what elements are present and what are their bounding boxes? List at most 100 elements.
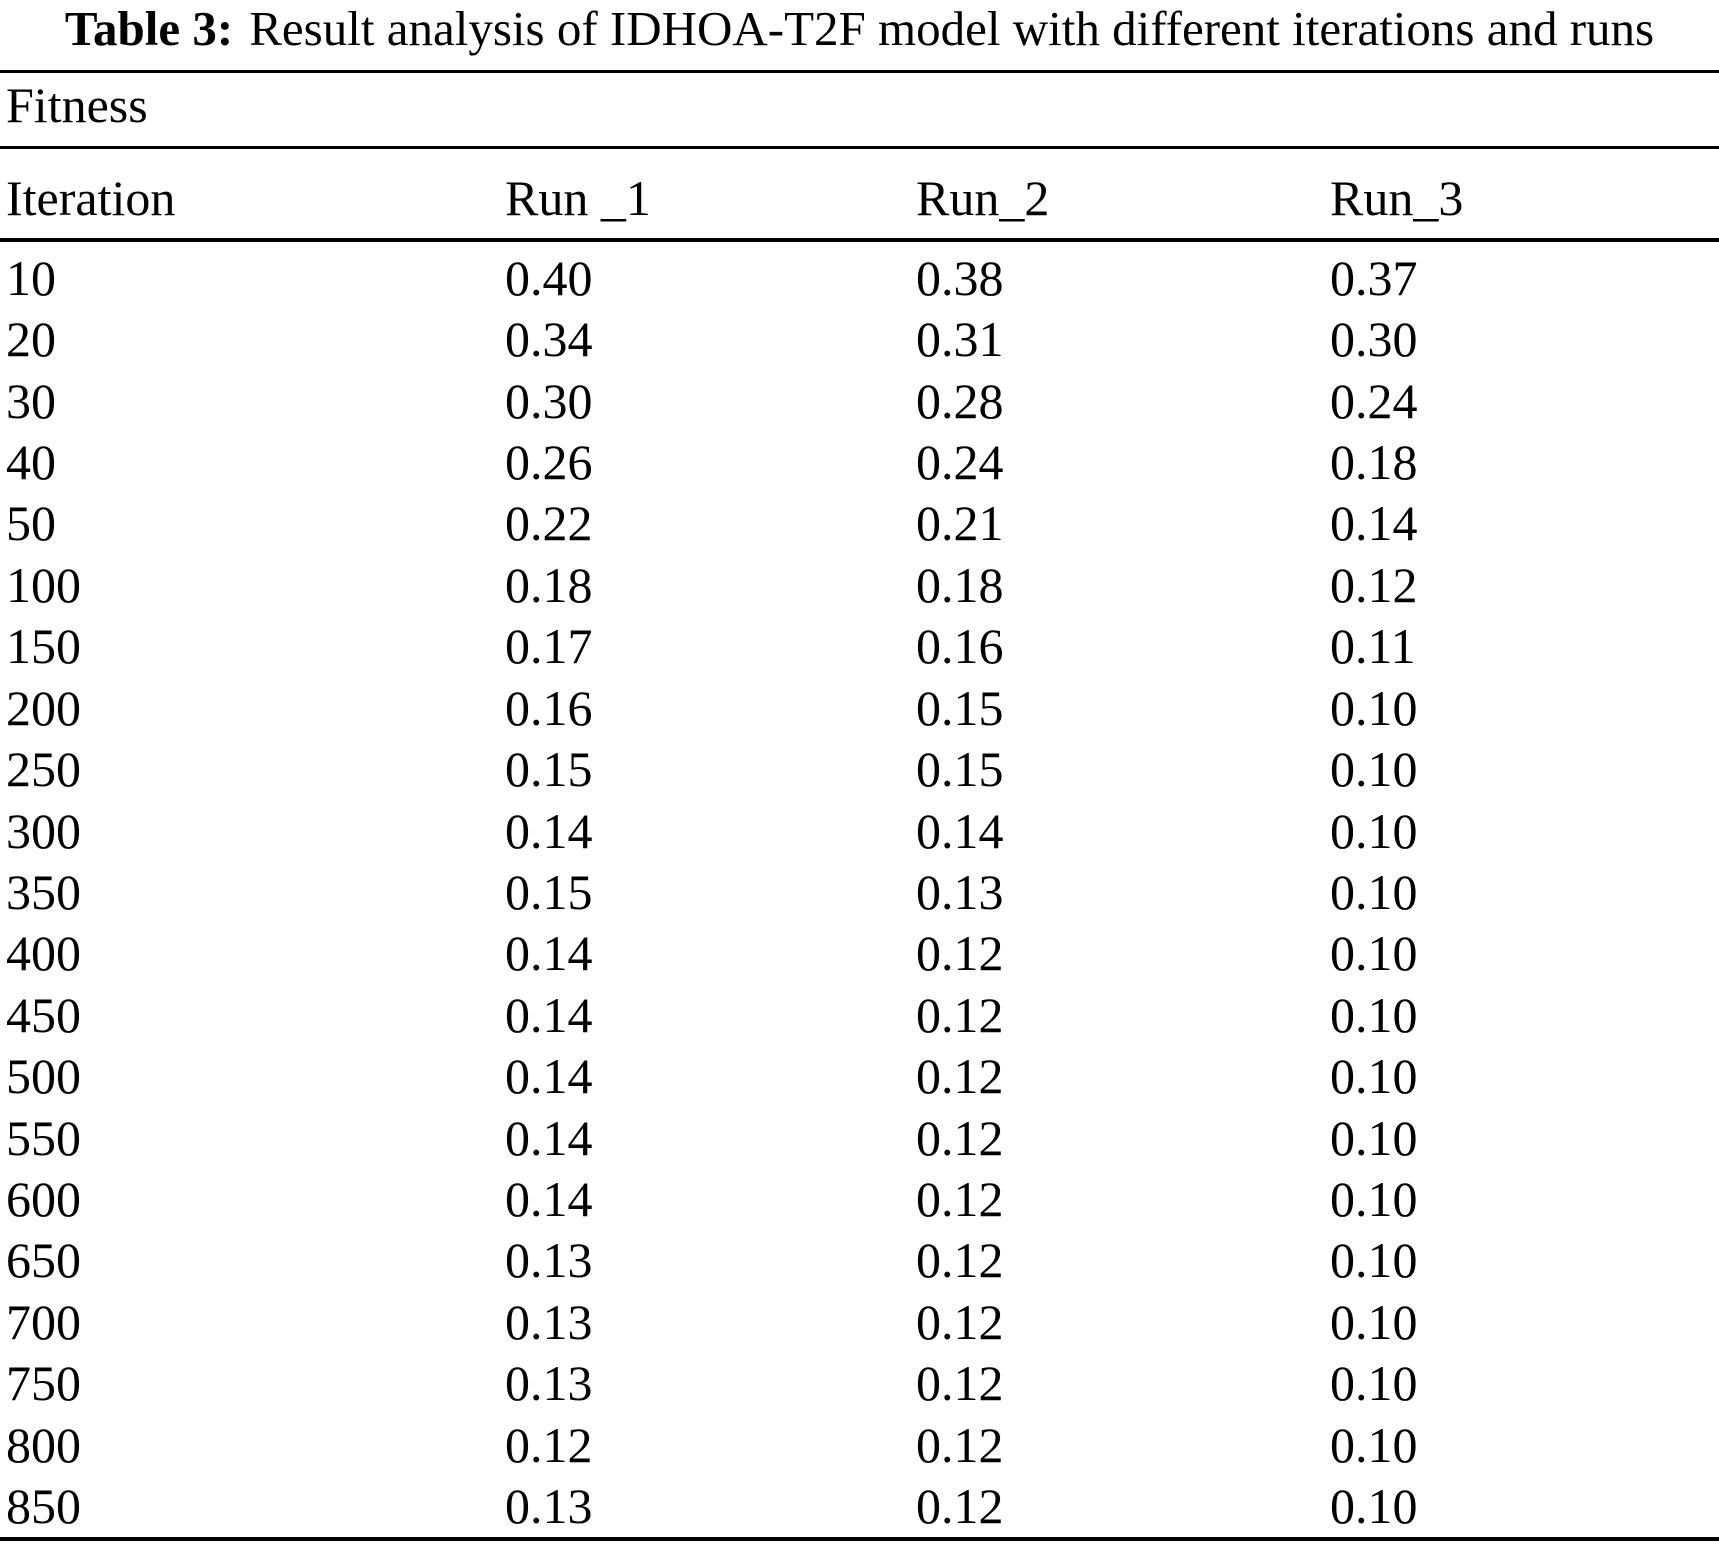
cell-run-1: 0.14 — [505, 1171, 593, 1228]
column-header-run-2: Run_2 — [916, 170, 1050, 226]
cell-run-1: 0.14 — [505, 802, 593, 859]
table-row: 250 0.15 0.15 0.10 — [0, 738, 1719, 799]
cell-iteration: 750 — [6, 1355, 81, 1412]
table-row: 350 0.15 0.13 0.10 — [0, 861, 1719, 922]
cell-run-3: 0.10 — [1330, 1478, 1418, 1535]
table-caption-text: Result analysis of IDHOA-T2F model with … — [249, 1, 1655, 56]
cell-run-1: 0.22 — [505, 495, 593, 552]
cell-run-2: 0.12 — [916, 1109, 1004, 1166]
cell-run-3: 0.12 — [1330, 556, 1418, 613]
cell-run-1: 0.40 — [505, 249, 593, 306]
cell-run-3: 0.10 — [1330, 1232, 1418, 1289]
cell-iteration: 550 — [6, 1109, 81, 1166]
table-row: 20 0.34 0.31 0.30 — [0, 308, 1719, 369]
cell-run-3: 0.10 — [1330, 863, 1418, 920]
table-body: 10 0.40 0.38 0.37 20 0.34 0.31 0.30 30 0… — [0, 247, 1719, 1537]
cell-run-3: 0.10 — [1330, 1048, 1418, 1105]
cell-run-2: 0.18 — [916, 556, 1004, 613]
cell-run-3: 0.10 — [1330, 741, 1418, 798]
cell-run-2: 0.12 — [916, 1232, 1004, 1289]
table-row: 450 0.14 0.12 0.10 — [0, 984, 1719, 1045]
cell-run-1: 0.15 — [505, 741, 593, 798]
cell-run-3: 0.10 — [1330, 802, 1418, 859]
table-row: 600 0.14 0.12 0.10 — [0, 1168, 1719, 1229]
rule-below-group-header — [0, 146, 1719, 149]
table-row: 700 0.13 0.12 0.10 — [0, 1291, 1719, 1352]
cell-run-1: 0.13 — [505, 1478, 593, 1535]
cell-run-2: 0.31 — [916, 311, 1004, 368]
cell-run-2: 0.15 — [916, 679, 1004, 736]
cell-iteration: 50 — [6, 495, 56, 552]
table-row: 200 0.16 0.15 0.10 — [0, 677, 1719, 738]
cell-run-1: 0.13 — [505, 1293, 593, 1350]
column-header-run-1: Run _1 — [505, 170, 651, 226]
cell-iteration: 700 — [6, 1293, 81, 1350]
cell-iteration: 10 — [6, 249, 56, 306]
cell-run-2: 0.12 — [916, 1416, 1004, 1473]
table-row: 750 0.13 0.12 0.10 — [0, 1353, 1719, 1414]
cell-run-3: 0.10 — [1330, 1416, 1418, 1473]
cell-run-3: 0.11 — [1330, 618, 1416, 675]
table-header-row: Iteration Run _1 Run_2 Run_3 — [0, 173, 1719, 223]
cell-run-1: 0.13 — [505, 1232, 593, 1289]
cell-run-2: 0.28 — [916, 372, 1004, 429]
cell-iteration: 800 — [6, 1416, 81, 1473]
cell-run-3: 0.18 — [1330, 433, 1418, 490]
cell-iteration: 200 — [6, 679, 81, 736]
cell-run-1: 0.14 — [505, 986, 593, 1043]
cell-run-2: 0.38 — [916, 249, 1004, 306]
column-header-run-3: Run_3 — [1330, 170, 1464, 226]
cell-iteration: 150 — [6, 618, 81, 675]
cell-run-1: 0.18 — [505, 556, 593, 613]
table-row: 550 0.14 0.12 0.10 — [0, 1107, 1719, 1168]
cell-run-1: 0.13 — [505, 1355, 593, 1412]
cell-run-2: 0.13 — [916, 863, 1004, 920]
cell-run-3: 0.24 — [1330, 372, 1418, 429]
table-row: 500 0.14 0.12 0.10 — [0, 1045, 1719, 1106]
table-row: 50 0.22 0.21 0.14 — [0, 493, 1719, 554]
cell-run-1: 0.26 — [505, 433, 593, 490]
cell-iteration: 850 — [6, 1478, 81, 1535]
table-row: 10 0.40 0.38 0.37 — [0, 247, 1719, 308]
cell-iteration: 350 — [6, 863, 81, 920]
cell-run-3: 0.14 — [1330, 495, 1418, 552]
cell-iteration: 100 — [6, 556, 81, 613]
cell-run-1: 0.17 — [505, 618, 593, 675]
table-row: 650 0.13 0.12 0.10 — [0, 1230, 1719, 1291]
cell-run-2: 0.12 — [916, 1355, 1004, 1412]
cell-run-3: 0.10 — [1330, 1171, 1418, 1228]
table-caption-label: Table 3: — [64, 1, 234, 56]
cell-run-1: 0.14 — [505, 1048, 593, 1105]
rule-bottom — [0, 1537, 1719, 1541]
cell-run-1: 0.14 — [505, 1109, 593, 1166]
cell-iteration: 500 — [6, 1048, 81, 1105]
cell-run-2: 0.15 — [916, 741, 1004, 798]
column-header-iteration: Iteration — [6, 170, 176, 226]
cell-run-1: 0.15 — [505, 863, 593, 920]
cell-run-2: 0.12 — [916, 1048, 1004, 1105]
cell-run-2: 0.14 — [916, 802, 1004, 859]
table-row: 800 0.12 0.12 0.10 — [0, 1414, 1719, 1475]
cell-run-1: 0.12 — [505, 1416, 593, 1473]
cell-run-3: 0.10 — [1330, 1355, 1418, 1412]
cell-run-2: 0.24 — [916, 433, 1004, 490]
cell-run-2: 0.12 — [916, 925, 1004, 982]
table-row: 30 0.30 0.28 0.24 — [0, 370, 1719, 431]
cell-run-1: 0.34 — [505, 311, 593, 368]
rule-below-header-row — [0, 238, 1719, 242]
table-caption: Table 3: Result analysis of IDHOA-T2F mod… — [0, 2, 1719, 56]
cell-iteration: 400 — [6, 925, 81, 982]
table-row: 40 0.26 0.24 0.18 — [0, 431, 1719, 492]
cell-run-1: 0.30 — [505, 372, 593, 429]
table-row: 850 0.13 0.12 0.10 — [0, 1475, 1719, 1536]
table-group-header: Fitness — [6, 77, 148, 133]
cell-run-2: 0.12 — [916, 986, 1004, 1043]
cell-run-3: 0.37 — [1330, 249, 1418, 306]
cell-run-2: 0.21 — [916, 495, 1004, 552]
cell-run-3: 0.10 — [1330, 1293, 1418, 1350]
cell-run-3: 0.30 — [1330, 311, 1418, 368]
cell-iteration: 300 — [6, 802, 81, 859]
cell-iteration: 20 — [6, 311, 56, 368]
cell-iteration: 600 — [6, 1171, 81, 1228]
